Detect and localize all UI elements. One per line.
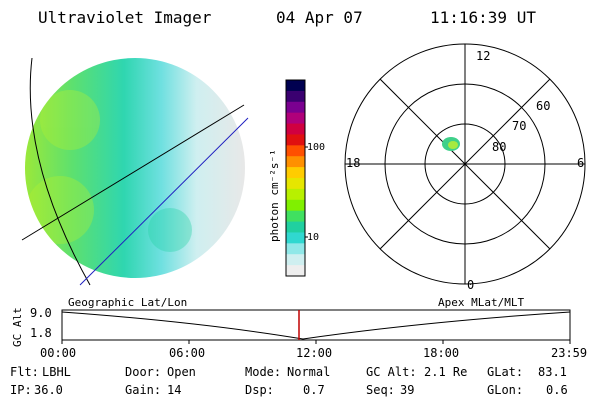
colorbar-swatch	[286, 254, 305, 266]
colorbar-swatch	[286, 243, 305, 255]
uv-disk	[25, 58, 245, 278]
glat-value: 83.1	[538, 365, 567, 379]
altitude-timeline	[61, 309, 571, 344]
colorbar-swatch	[286, 232, 305, 244]
geo-line	[21, 104, 245, 241]
lat-label-70: 70	[512, 119, 526, 133]
seq-label: Seq:	[366, 383, 395, 397]
colorbar-tick-100: 100	[307, 142, 325, 153]
auroral-spot-core	[448, 141, 458, 149]
colorbar-swatch	[286, 210, 305, 223]
colorbar-swatch	[286, 112, 305, 125]
xtick-2359: 23:59	[551, 346, 588, 360]
colorbar-border	[285, 79, 306, 277]
xtick-1200: 12:00	[296, 346, 333, 360]
glon-value: 0.6	[546, 383, 568, 397]
lat-label-80: 80	[492, 140, 506, 154]
timeline-frame	[61, 309, 571, 341]
ip-value: 36.0	[34, 383, 63, 397]
timeline-left-label: Geographic Lat/Lon	[68, 296, 188, 309]
earth-image	[21, 57, 249, 286]
glon-label: GLon:	[487, 383, 524, 397]
colorbar-swatch	[286, 145, 305, 157]
colorbar-swatch	[286, 156, 305, 168]
dsp-value: 0.7	[303, 383, 325, 397]
altitude-curve	[61, 311, 571, 340]
colorbar-swatch	[286, 80, 305, 92]
xtick-0600: 06:00	[169, 346, 206, 360]
gain-label: Gain:	[125, 383, 162, 397]
limb-curve	[29, 57, 91, 286]
timeline-axis-label: GC Alt	[11, 307, 24, 347]
door-label: Door:	[125, 365, 162, 379]
dsp-label: Dsp:	[245, 383, 274, 397]
filter-label: Flt:	[10, 365, 39, 379]
gain-value: 14	[167, 383, 182, 397]
colorbar-swatch	[286, 134, 305, 146]
filter-value: LBHL	[42, 365, 71, 379]
mode-label: Mode:	[245, 365, 282, 379]
colorbar-tick-10: 10	[307, 232, 319, 243]
ytick-9: 9.0	[30, 306, 52, 320]
colorbar-swatch	[286, 199, 305, 212]
colorbar-swatch	[286, 167, 305, 179]
gcalt-value: 2.1 Re	[424, 365, 468, 379]
date-label: 04 Apr 07	[276, 8, 363, 27]
ytick-1-8: 1.8	[30, 326, 52, 340]
xtick-1800: 18:00	[423, 346, 460, 360]
mlt-label-12: 12	[476, 49, 490, 63]
colorbar-swatch	[286, 90, 305, 103]
colorbar-swatch	[286, 101, 305, 114]
mlt-label-0: 0	[467, 278, 474, 292]
mlt-label-6: 6	[577, 156, 584, 170]
time-label: 11:16:39 UT	[430, 8, 536, 27]
mag-line	[79, 117, 249, 286]
colorbar-swatch	[286, 123, 305, 135]
colorbar-swatch	[286, 265, 305, 277]
polar-plot	[344, 43, 586, 285]
timeline-right-label: Apex MLat/MLT	[438, 296, 525, 309]
colorbar-swatch	[286, 188, 305, 201]
colorbar-label: photon cm⁻²s⁻¹	[268, 149, 281, 242]
color-scale	[285, 79, 306, 277]
glat-label: GLat:	[487, 365, 524, 379]
mlt-label-18: 18	[346, 156, 360, 170]
instrument-title: Ultraviolet Imager	[38, 8, 212, 27]
xtick-0000: 00:00	[40, 346, 77, 360]
gcalt-label: GC Alt:	[366, 365, 417, 379]
ip-label: IP:	[10, 383, 32, 397]
colorbar-swatch	[286, 178, 305, 190]
colorbar-swatch	[286, 221, 305, 233]
door-value: Open	[167, 365, 196, 379]
lat-label-60: 60	[536, 99, 550, 113]
mode-value: Normal	[287, 365, 331, 379]
seq-value: 39	[400, 383, 415, 397]
